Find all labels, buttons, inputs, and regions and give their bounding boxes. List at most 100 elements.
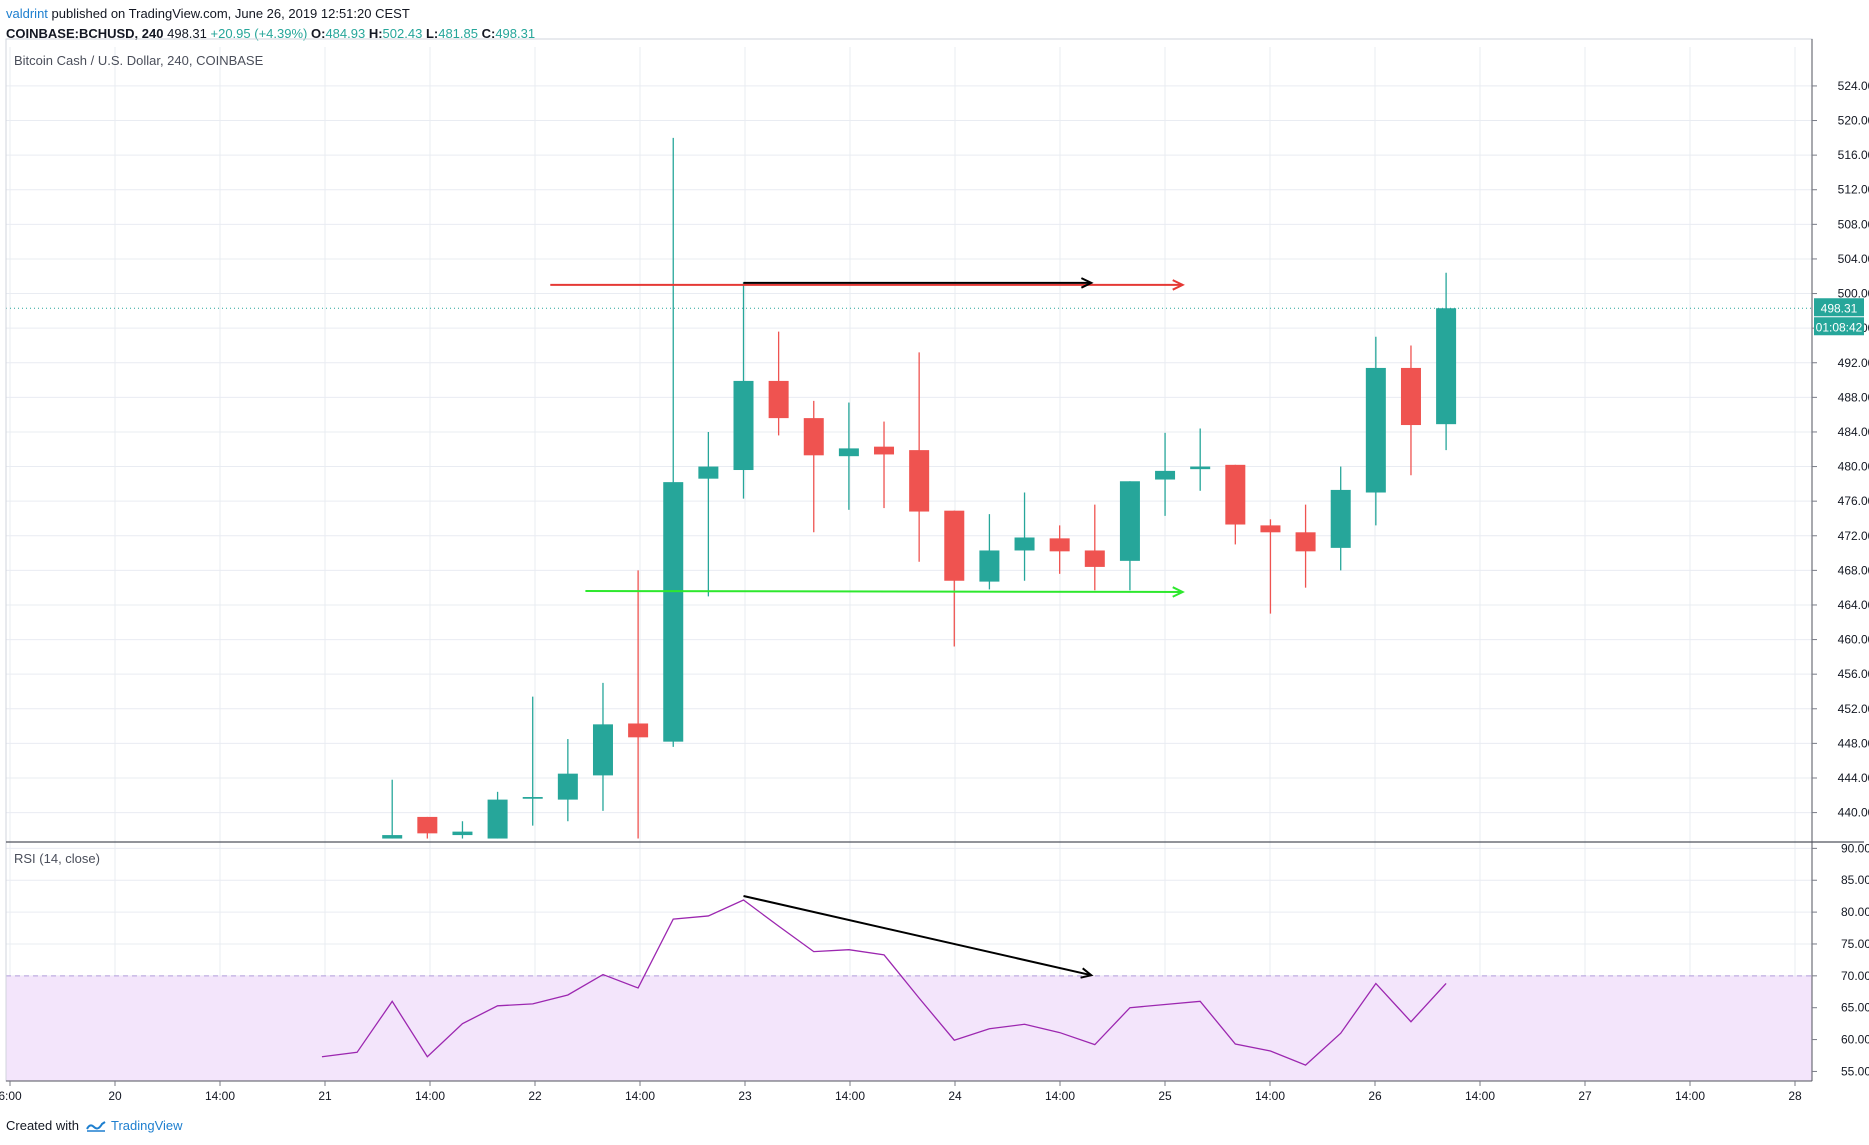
candle-body <box>1400 367 1421 426</box>
candle-body <box>663 482 684 742</box>
y-tick-label: 480.00 <box>1838 460 1869 474</box>
candle-body <box>1119 481 1140 561</box>
y-tick-label: 448.00 <box>1838 736 1869 750</box>
rsi-divergence-arrow-arrowhead <box>1080 967 1094 979</box>
candle-body <box>417 816 438 834</box>
x-tick-label: 14:00 <box>1465 1089 1495 1103</box>
y-tick-label: 484.00 <box>1838 425 1869 439</box>
rsi-tick-label: 65.00 <box>1841 1001 1869 1015</box>
y-tick-label: 464.00 <box>1838 598 1869 612</box>
support-line[interactable] <box>585 589 1183 593</box>
high-label: H: <box>368 26 383 41</box>
trend-lines <box>550 277 1185 979</box>
published-text: published on TradingView.com, June 26, 2… <box>51 6 410 21</box>
low-label: L: <box>425 26 439 41</box>
candle-body <box>874 446 895 455</box>
close-value: 498.31 <box>495 26 536 41</box>
x-tick-label: 14:00 <box>205 1089 235 1103</box>
main-pane-title: Bitcoin Cash / U.S. Dollar, 240, COINBAS… <box>14 53 264 68</box>
candle-body <box>838 448 859 457</box>
rsi-tick-label: 55.00 <box>1841 1064 1869 1078</box>
price-high-arrow-arrowhead <box>1080 277 1094 289</box>
y-tick-label: 512.00 <box>1838 183 1869 197</box>
grid <box>6 47 1812 1081</box>
tradingview-logo-icon <box>85 1119 106 1136</box>
candle-body <box>1330 489 1351 548</box>
y-tick-label: 472.00 <box>1838 529 1869 543</box>
candle-body <box>1365 367 1386 493</box>
countdown-tag-bg <box>1814 317 1864 336</box>
countdown-tag-text: 01:08:42 <box>1816 320 1863 334</box>
rsi-tick-label: 60.00 <box>1841 1033 1869 1047</box>
rsi-pane-title: RSI (14, close) <box>14 851 100 866</box>
candle-body <box>1084 550 1105 567</box>
x-tick-label: 28 <box>1788 1089 1802 1103</box>
open-label: O: <box>310 26 326 41</box>
support-line-arrowhead <box>1172 586 1185 598</box>
author-link[interactable]: valdrint <box>6 6 48 21</box>
price-axis[interactable]: 440.00 444.00 448.00 452.00 456.00 460.00 464.… <box>1812 79 1869 820</box>
y-tick-label: 468.00 <box>1838 563 1869 577</box>
price-change: +20.95 (+4.39%) <box>210 26 308 41</box>
y-tick-label: 524.00 <box>1838 79 1869 93</box>
x-tick-label: 21 <box>318 1089 332 1103</box>
y-tick-label: 452.00 <box>1838 702 1869 716</box>
y-tick-label: 508.00 <box>1838 217 1869 231</box>
y-tick-label: 476.00 <box>1838 494 1869 508</box>
rsi-axis[interactable]: 55.00 60.00 65.00 70.00 75.00 80.00 85.00 90.00 <box>1812 841 1869 1078</box>
candle-body <box>1225 464 1246 525</box>
x-tick-label: 14:00 <box>625 1089 655 1103</box>
candle-body <box>1049 538 1070 552</box>
x-tick-label: 22 <box>528 1089 542 1103</box>
open-value: 484.93 <box>325 26 366 41</box>
candle-body <box>979 550 1000 582</box>
candle-body <box>1190 466 1211 470</box>
rsi-tick-label: 85.00 <box>1841 873 1869 887</box>
x-tick-label: 23 <box>738 1089 752 1103</box>
candle-body <box>1436 308 1457 425</box>
y-tick-label: 460.00 <box>1838 633 1869 647</box>
symbol-label: COINBASE:BCHUSD, 240 <box>6 26 164 41</box>
candle-body <box>452 831 473 836</box>
rsi-series-line <box>321 899 1447 1066</box>
x-tick-label: 20 <box>108 1089 122 1103</box>
rsi-overbought-band <box>6 975 1812 1081</box>
publish-line: valdrint published on TradingView.com, J… <box>6 4 535 24</box>
candle-body <box>592 724 613 776</box>
candle-body <box>1260 525 1281 533</box>
last-price: 498.31 <box>167 26 207 41</box>
candle-body <box>1014 537 1035 551</box>
x-tick-label: 14:00 <box>835 1089 865 1103</box>
pane-borders <box>5 38 1864 1082</box>
y-tick-label: 488.00 <box>1838 390 1869 404</box>
y-tick-label: 440.00 <box>1838 806 1869 820</box>
time-axis[interactable]: 6:00 20 14:00 21 14:00 22 14:00 23 14:00 24 14:00 2… <box>0 1081 1802 1103</box>
close-label: C: <box>481 26 496 41</box>
last-price-tag: 498.31 01:08:42 <box>1814 298 1864 336</box>
x-tick-label: 25 <box>1158 1089 1172 1103</box>
y-tick-label: 500.00 <box>1838 287 1869 301</box>
candle-body <box>628 723 649 738</box>
created-with-label: Created with <box>6 1118 79 1133</box>
rsi-divergence-arrow[interactable] <box>743 895 1092 977</box>
resistance-line-arrowhead <box>1172 279 1185 291</box>
candle-body <box>487 799 508 839</box>
candle-body <box>698 466 719 479</box>
x-tick-label: 27 <box>1578 1089 1592 1103</box>
x-tick-label: 14:00 <box>1255 1089 1285 1103</box>
candle-body <box>803 418 824 456</box>
x-tick-label: 14:00 <box>1675 1089 1705 1103</box>
low-value: 481.85 <box>438 26 478 41</box>
x-tick-label: 14:00 <box>415 1089 445 1103</box>
y-tick-label: 456.00 <box>1838 667 1869 681</box>
y-tick-label: 492.00 <box>1838 356 1869 370</box>
candle-body <box>1155 470 1176 480</box>
last-price-tag-bg <box>1814 298 1864 317</box>
chart-header: valdrint published on TradingView.com, J… <box>6 4 535 44</box>
candle-body <box>909 450 930 512</box>
candle-body <box>557 773 578 800</box>
candle-body <box>382 835 403 839</box>
candle-body <box>522 797 543 799</box>
tradingview-brand-link[interactable]: TradingView <box>111 1118 183 1133</box>
